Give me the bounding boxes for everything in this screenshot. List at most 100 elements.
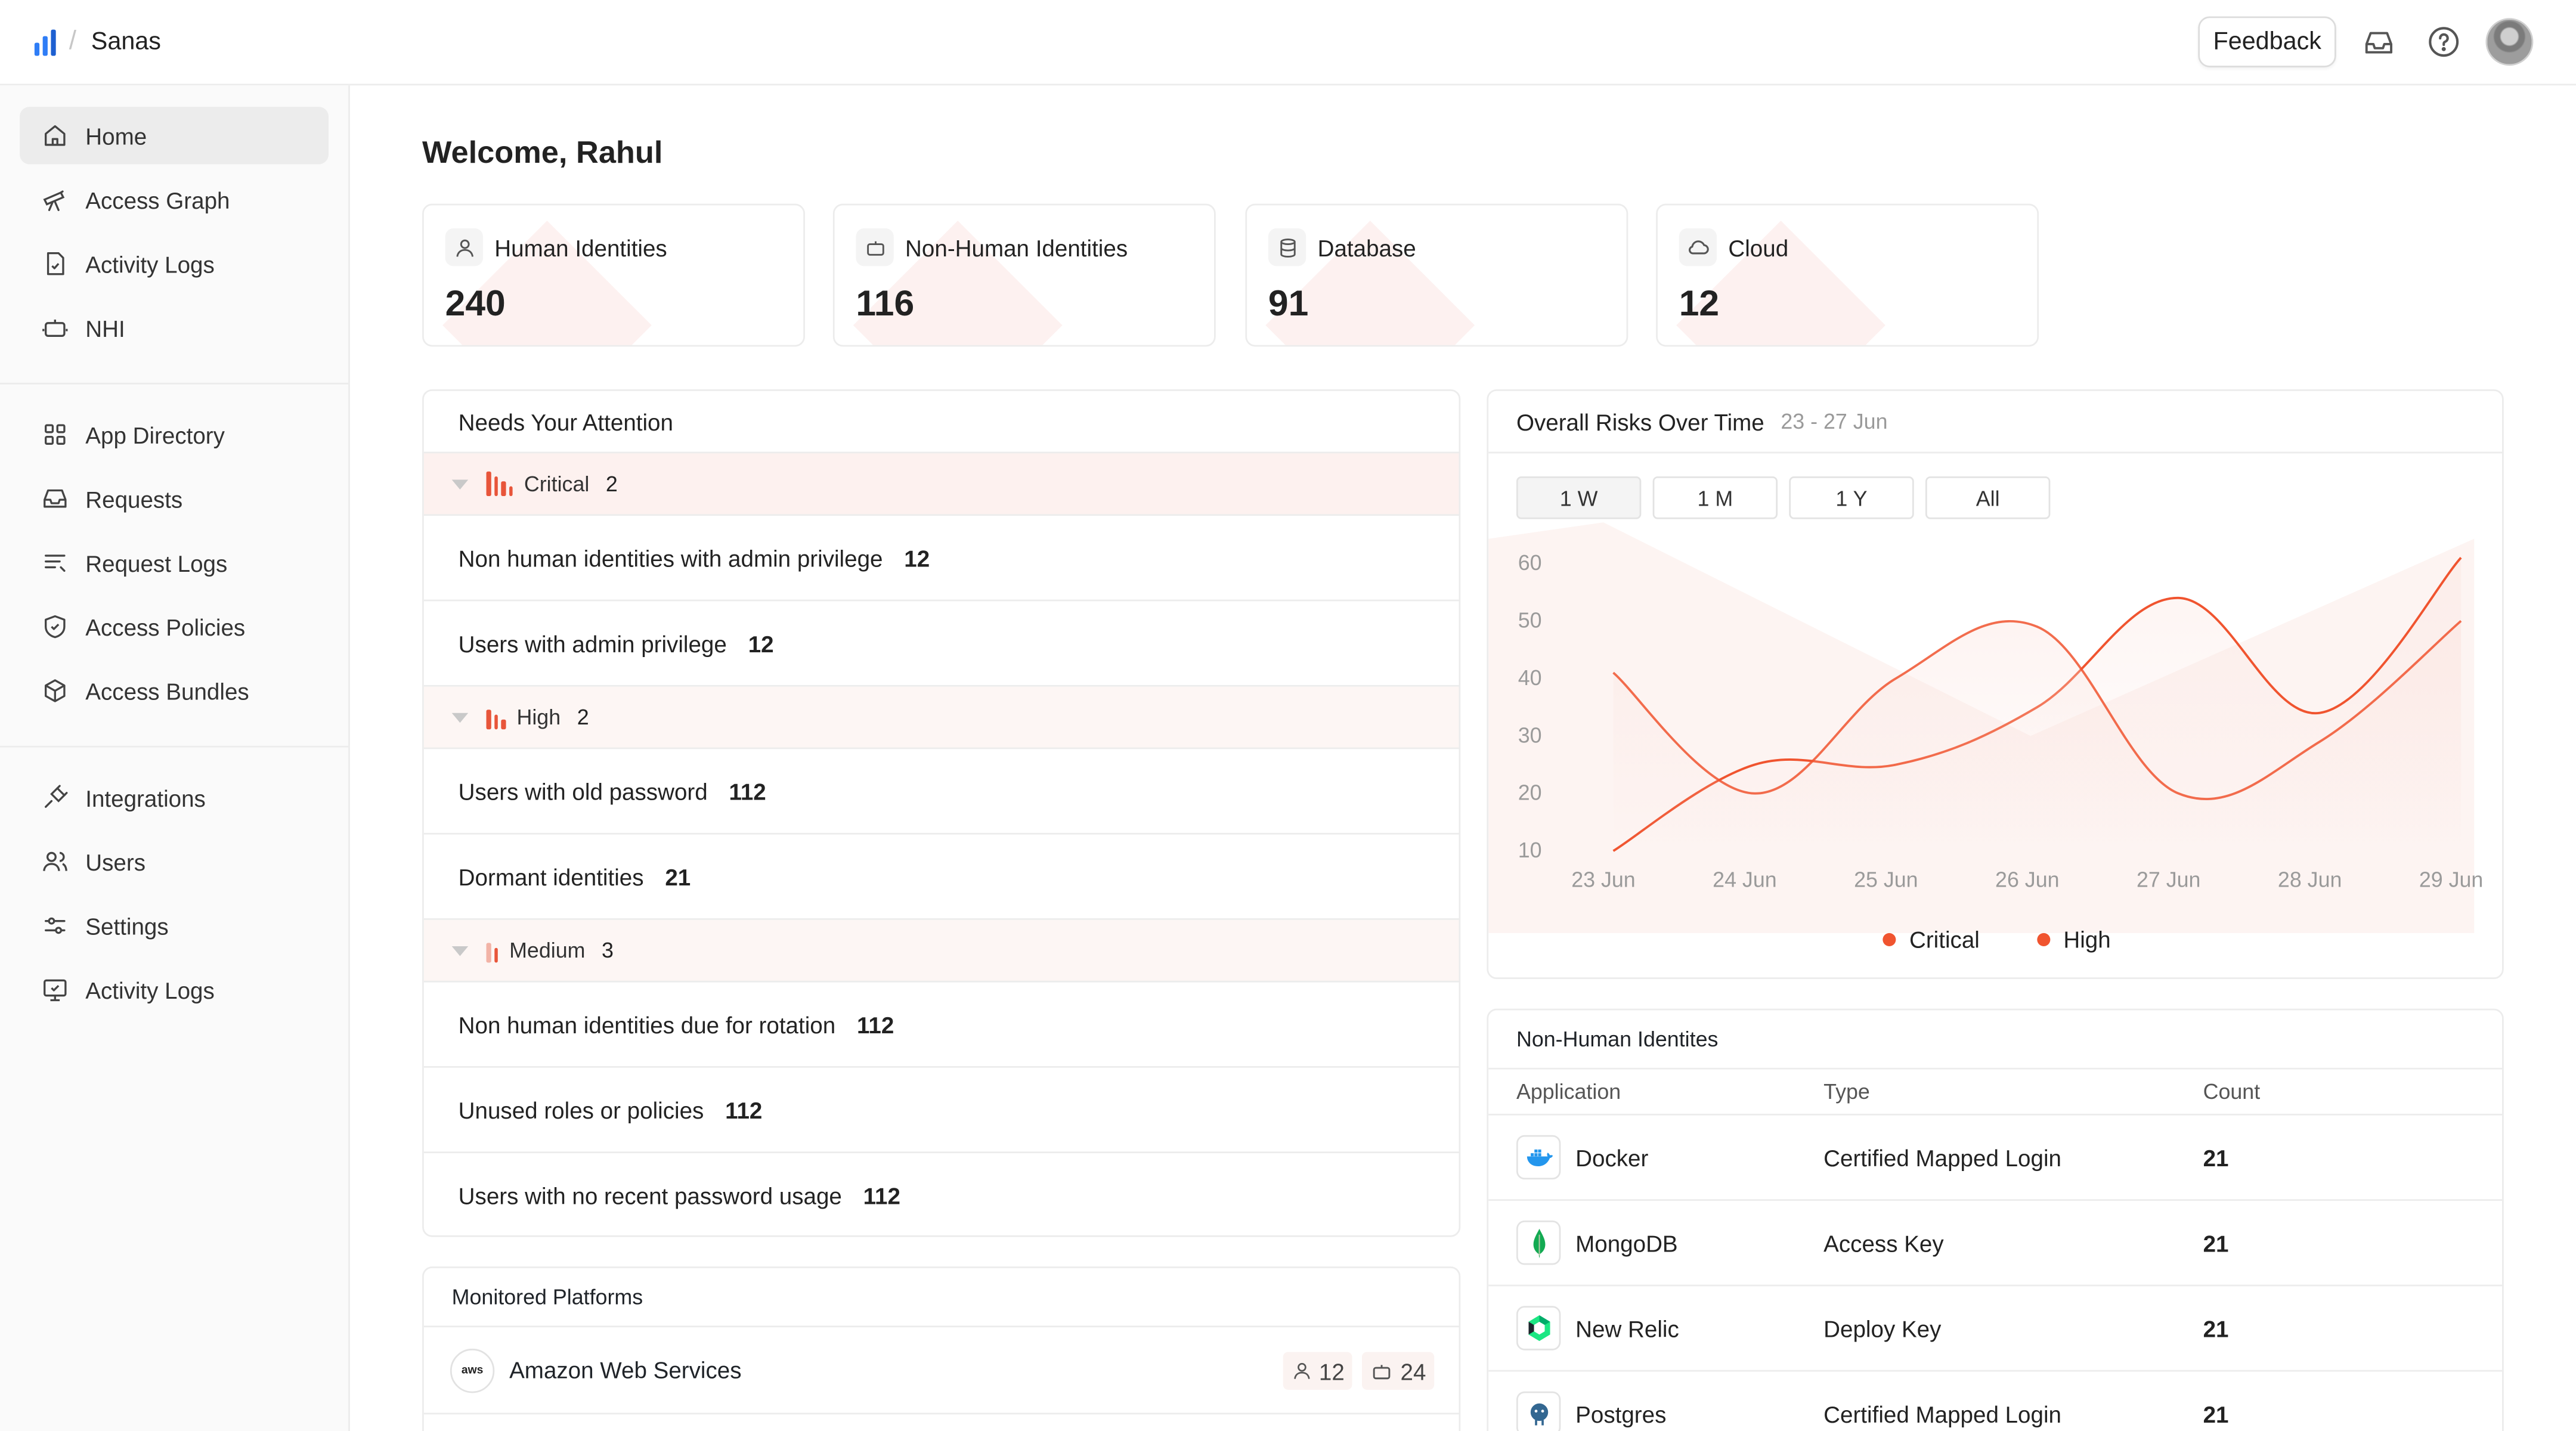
severity-label: Medium	[509, 938, 586, 963]
sidebar: Home Access Graph Activity Logs NHI App …	[0, 85, 350, 1431]
column-header[interactable]: Count	[2203, 1079, 2261, 1104]
stat-label: Database	[1268, 228, 1416, 267]
legend-item-high[interactable]: High	[2037, 927, 2111, 953]
top-actions: Feedback	[2198, 16, 2534, 67]
attention-item-count: 12	[748, 630, 774, 656]
sidebar-item-settings[interactable]: Settings	[20, 897, 329, 954]
nav-group-main: Home Access Graph Activity Logs NHI	[0, 85, 349, 385]
stat-card-human[interactable]: Human Identities 240	[422, 203, 805, 347]
stat-card-database[interactable]: Database 91	[1245, 203, 1628, 347]
attention-item[interactable]: Users with no recent password usage 112	[424, 1153, 1459, 1235]
cloud-icon	[1679, 228, 1717, 267]
list-icon	[41, 549, 69, 577]
sidebar-item-activity-logs[interactable]: Activity Logs	[20, 235, 329, 292]
sidebar-item-access-graph[interactable]: Access Graph	[20, 171, 329, 228]
tab-all[interactable]: All	[1925, 476, 2051, 519]
feedback-button[interactable]: Feedback	[2198, 16, 2336, 67]
count-cell: 21	[2203, 1400, 2229, 1427]
inbox-icon[interactable]	[2358, 20, 2401, 63]
table-row[interactable]: MongoDB Access Key 21	[1488, 1201, 2503, 1287]
sidebar-item-access-policies[interactable]: Access Policies	[20, 598, 329, 655]
brand-separator: /	[69, 27, 76, 55]
collapse-caret-icon[interactable]	[451, 945, 469, 956]
table-row[interactable]: Postgres Certified Mapped Login 21	[1488, 1372, 2502, 1431]
series-line-high	[1612, 620, 2462, 800]
attention-item-count: 12	[904, 544, 930, 571]
sidebar-item-app-directory[interactable]: App Directory	[20, 406, 329, 463]
platform-row[interactable]: aws Amazon Web Services 12 24	[423, 1327, 1459, 1415]
risks-range: 23 - 27 Jun	[1781, 409, 1888, 434]
home-icon	[41, 122, 69, 150]
attention-item[interactable]: Users with old password 112	[423, 749, 1459, 835]
app-name: Docker	[1575, 1144, 1649, 1171]
sidebar-item-label: Users	[85, 848, 145, 875]
attention-item-text: Non human identities with admin privileg…	[458, 544, 883, 571]
sidebar-item-activity-logs-admin[interactable]: Activity Logs	[20, 961, 329, 1018]
attention-item[interactable]: Unused roles or policies 112	[423, 1068, 1459, 1154]
mongodb-icon	[1516, 1221, 1561, 1265]
severity-group-medium[interactable]: Medium 3	[423, 919, 1459, 983]
x-tick-label: 24 Jun	[1713, 868, 1776, 892]
collapse-caret-icon[interactable]	[451, 712, 469, 722]
app-name: MongoDB	[1575, 1229, 1678, 1256]
legend-item-critical[interactable]: Critical	[1883, 927, 1980, 953]
type-cell: Deploy Key	[1823, 1315, 1942, 1342]
sidebar-item-home[interactable]: Home	[20, 107, 329, 165]
collapse-caret-icon[interactable]	[451, 479, 469, 489]
table-row[interactable]: New Relic Deploy Key 21	[1488, 1286, 2503, 1372]
table-row[interactable]: Docker Certified Mapped Login 21	[1488, 1116, 2503, 1201]
attention-item-text: Unused roles or policies	[458, 1097, 704, 1123]
tab-1w[interactable]: 1 W	[1516, 476, 1642, 519]
attention-item-text: Non human identities due for rotation	[458, 1011, 836, 1037]
stat-label: Non-Human Identities	[856, 228, 1128, 267]
attention-item[interactable]: Dormant identities 21	[423, 835, 1459, 920]
stat-label: Human Identities	[445, 228, 667, 267]
y-tick-label: 10	[1518, 838, 1542, 862]
brand[interactable]: / Sanas	[34, 27, 161, 57]
help-icon[interactable]	[2422, 20, 2464, 63]
stat-label-text: Database	[1317, 234, 1416, 261]
app-cell: MongoDB	[1488, 1221, 1823, 1265]
tab-1m[interactable]: 1 M	[1652, 476, 1778, 519]
legend-label: Critical	[1909, 926, 1980, 953]
nav-group-admin: Integrations Users Settings Activity Log…	[0, 748, 348, 1045]
sidebar-item-access-bundles[interactable]: Access Bundles	[20, 662, 329, 719]
shield-icon	[41, 613, 69, 641]
sidebar-item-label: Access Graph	[85, 186, 230, 213]
sidebar-item-label: Home	[85, 122, 147, 149]
attention-item-count: 112	[729, 778, 766, 804]
app-name: Sanas	[91, 27, 161, 56]
attention-item[interactable]: Non human identities due for rotation 11…	[423, 983, 1459, 1068]
bot-icon	[41, 314, 69, 342]
legend-dot	[1883, 933, 1896, 946]
sidebar-item-users[interactable]: Users	[20, 833, 329, 890]
stat-card-cloud[interactable]: Cloud 12	[1656, 203, 2039, 347]
sidebar-item-label: Access Policies	[85, 614, 246, 640]
column-header[interactable]: Application	[1516, 1079, 1621, 1104]
top-bar: / Sanas Feedback	[0, 0, 2576, 86]
attention-item[interactable]: Users with admin privilege 12	[423, 601, 1459, 687]
avatar[interactable]	[2485, 18, 2534, 66]
nhi-title: Non-Human Identites	[1516, 1026, 1719, 1052]
y-tick-label: 30	[1518, 723, 1542, 747]
severity-group-critical[interactable]: Critical 2	[423, 453, 1459, 516]
sidebar-item-requests[interactable]: Requests	[20, 470, 329, 527]
sidebar-item-request-logs[interactable]: Request Logs	[20, 534, 329, 591]
sidebar-item-integrations[interactable]: Integrations	[20, 769, 329, 826]
stat-card-non-human[interactable]: Non-Human Identities 116	[832, 203, 1216, 347]
severity-label: Critical	[524, 471, 590, 497]
users-icon	[41, 848, 69, 876]
severity-count: 3	[602, 938, 614, 963]
stat-label-text: Cloud	[1728, 234, 1789, 261]
sidebar-item-nhi[interactable]: NHI	[20, 299, 329, 356]
plug-icon	[41, 783, 69, 811]
attention-item[interactable]: Non human identities with admin privileg…	[423, 516, 1459, 602]
y-tick-label: 60	[1518, 551, 1542, 575]
human-count: 12	[1318, 1358, 1345, 1384]
severity-count: 2	[577, 704, 589, 730]
risk-chart: 60 50 40 30 20 10 23 Jun 24 Jun 25 Jun 26 Jun 27 J…	[1488, 522, 2483, 933]
column-header[interactable]: Type	[1823, 1079, 1870, 1104]
tab-1y[interactable]: 1 Y	[1789, 476, 1914, 519]
severity-group-high[interactable]: High 2	[423, 686, 1459, 749]
aws-logo-icon: aws	[450, 1348, 495, 1392]
